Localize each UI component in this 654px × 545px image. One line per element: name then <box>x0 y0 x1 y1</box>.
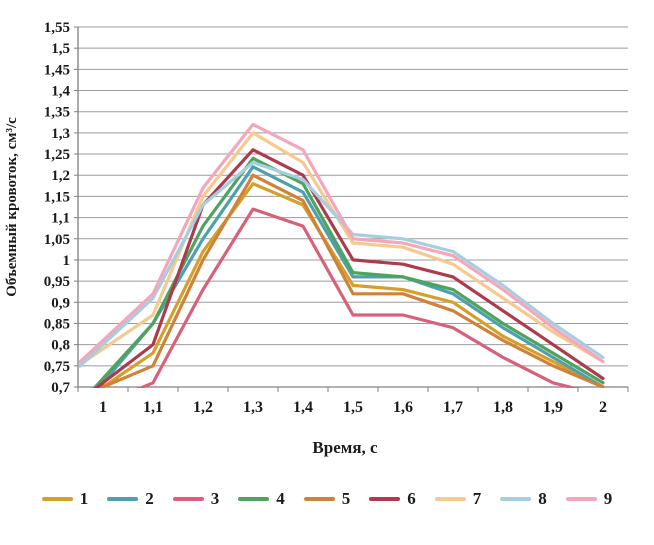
legend-item-4: 4 <box>238 490 285 507</box>
legend-swatch-2 <box>107 496 139 501</box>
y-tick-label: 1,1 <box>51 211 70 227</box>
y-tick-label: 1,5 <box>51 41 70 57</box>
legend-label-3: 3 <box>210 489 220 508</box>
x-tick-label: 1,5 <box>343 399 363 416</box>
legend-label-1: 1 <box>79 489 89 508</box>
y-tick-label: 0,9 <box>51 295 70 311</box>
y-tick-label: 1 <box>63 253 71 269</box>
chart-legend: 1 2 3 4 5 6 7 8 9 <box>0 490 654 507</box>
legend-label-7: 7 <box>472 489 482 508</box>
y-axis-title: Объемный кровоток, см³/с <box>4 117 20 297</box>
y-tick-label: 1,25 <box>44 147 70 163</box>
legend-swatch-5 <box>303 496 335 501</box>
series-line-3 <box>136 207 580 388</box>
y-tick-label: 0,7 <box>51 380 70 396</box>
legend-label-6: 6 <box>407 489 416 508</box>
x-tick-label: 1,3 <box>243 399 263 416</box>
series-lines <box>78 122 605 388</box>
legend-item-5: 5 <box>303 489 351 508</box>
legend-item-9: 9 <box>565 489 613 508</box>
legend-label-2: 2 <box>145 489 154 508</box>
series-line-4 <box>92 156 605 388</box>
x-tick-label: 1,2 <box>193 399 213 416</box>
series-line-9 <box>78 122 605 364</box>
legend-item-8: 8 <box>500 490 547 507</box>
tick-labels: 1,55 1,5 1,45 1,4 1,35 1,3 1,25 1,2 1,15 1,1 1,05 1… <box>44 20 607 416</box>
axes <box>74 26 629 392</box>
series-line-8 <box>78 160 605 368</box>
legend-swatch-8 <box>500 496 532 501</box>
y-tick-label: 0,75 <box>44 359 70 375</box>
x-tick-label: 1 <box>99 399 107 416</box>
y-tick-label: 1,55 <box>44 20 70 36</box>
series-line-7 <box>78 131 605 367</box>
legend-label-5: 5 <box>341 489 351 508</box>
legend-item-6: 6 <box>369 490 416 507</box>
legend-swatch-3 <box>172 496 204 501</box>
series-line-5 <box>96 173 605 388</box>
legend-item-1: 1 <box>41 489 89 508</box>
y-tick-label: 1,3 <box>51 126 70 142</box>
legend-swatch-4 <box>238 496 270 501</box>
series-line-6 <box>93 148 605 388</box>
x-axis-title: Время, с <box>312 438 378 457</box>
y-tick-label: 0,8 <box>51 338 70 354</box>
y-tick-label: 1,05 <box>44 232 70 248</box>
x-tick-label: 1,1 <box>143 399 163 416</box>
y-tick-label: 0,85 <box>44 316 70 332</box>
legend-label-4: 4 <box>276 489 285 508</box>
y-tick-label: 0,95 <box>44 274 70 290</box>
y-tick-label: 1,2 <box>51 168 70 184</box>
x-tick-label: 1,8 <box>493 399 513 416</box>
y-tick-label: 1,35 <box>44 105 70 121</box>
x-tick-label: 1,4 <box>293 399 313 416</box>
legend-item-2: 2 <box>107 490 154 507</box>
legend-label-9: 9 <box>603 489 613 508</box>
x-tick-label: 1,7 <box>443 399 463 416</box>
x-tick-label: 1,9 <box>543 399 563 416</box>
y-tick-label: 1,4 <box>51 84 70 100</box>
x-tick-label: 2 <box>599 399 607 416</box>
legend-swatch-7 <box>434 496 466 501</box>
legend-swatch-1 <box>41 496 73 501</box>
legend-swatch-9 <box>565 496 597 501</box>
legend-swatch-6 <box>369 496 401 501</box>
legend-item-3: 3 <box>172 489 220 508</box>
y-tick-label: 1,45 <box>44 62 70 78</box>
legend-item-7: 7 <box>434 489 482 508</box>
x-tick-label: 1,6 <box>393 399 413 416</box>
gridlines <box>78 26 628 388</box>
y-tick-label: 1,15 <box>44 189 70 205</box>
legend-label-8: 8 <box>538 489 547 508</box>
